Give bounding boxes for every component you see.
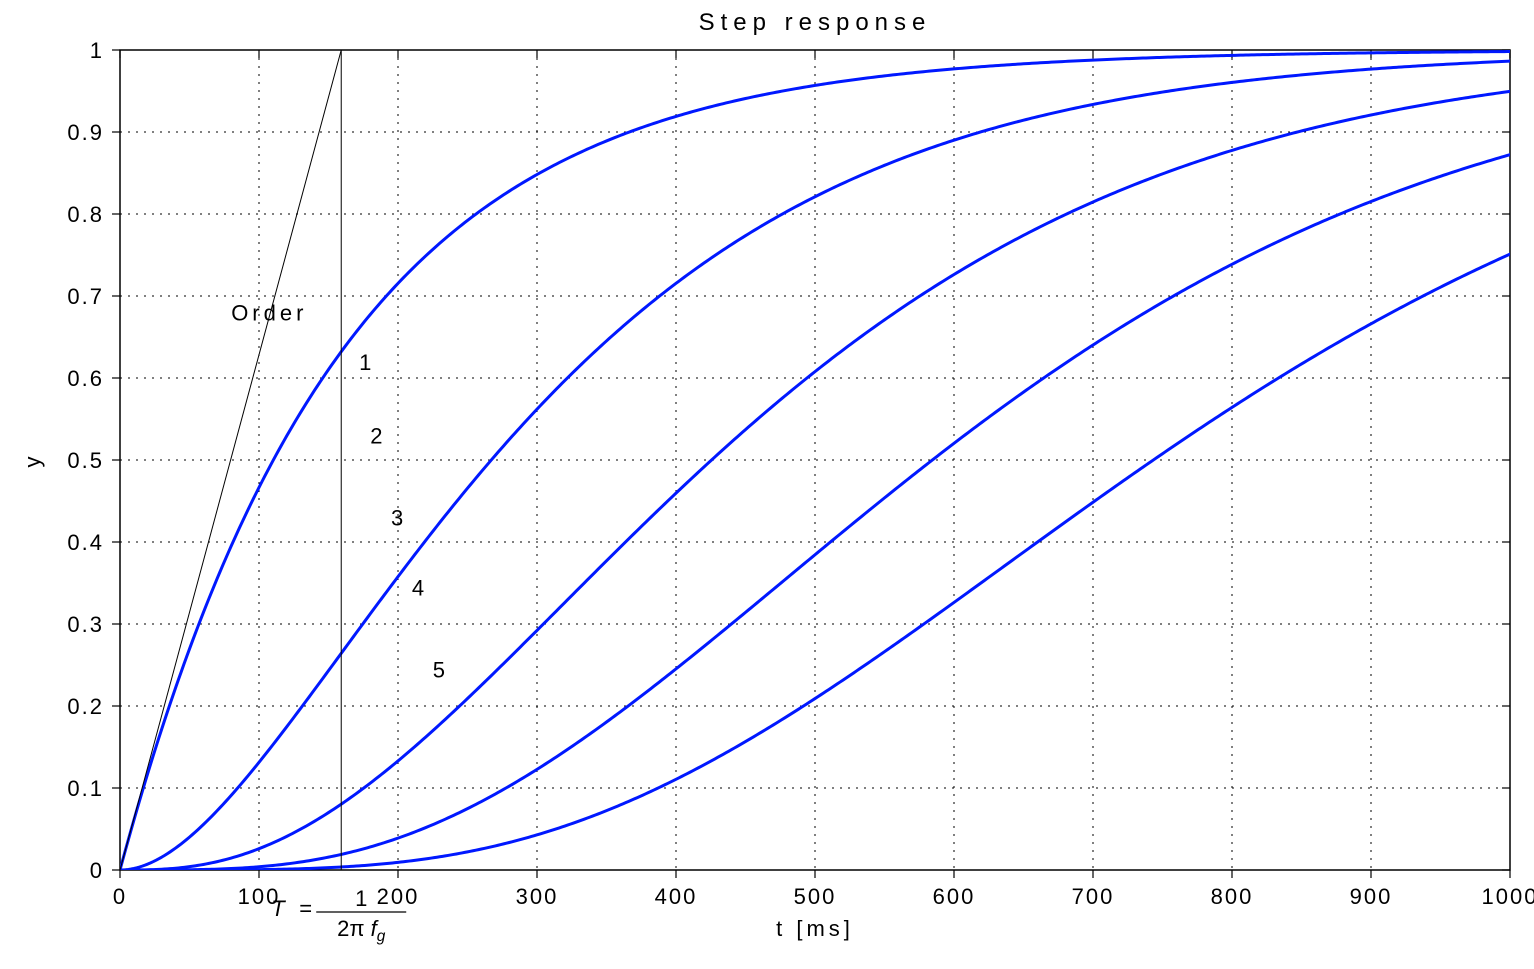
- step-response-chart: Step response010020030040050060070080090…: [0, 0, 1534, 969]
- y-tick-label: 0: [90, 858, 104, 883]
- x-tick-label: 800: [1211, 884, 1254, 909]
- x-axis-label: t [ms]: [776, 916, 854, 941]
- y-tick-label: 0.4: [67, 530, 104, 555]
- x-tick-label: 900: [1350, 884, 1393, 909]
- order-heading: Order: [231, 301, 307, 326]
- y-tick-label: 0.5: [67, 448, 104, 473]
- y-tick-label: 0.7: [67, 284, 104, 309]
- y-tick-label: 0.1: [67, 776, 104, 801]
- y-axis-label: y: [20, 453, 45, 468]
- svg-text:T: T: [271, 896, 286, 921]
- y-tick-label: 0.8: [67, 202, 104, 227]
- order-label-5: 5: [433, 657, 445, 682]
- x-tick-label: 700: [1072, 884, 1115, 909]
- x-tick-label: 500: [794, 884, 837, 909]
- chart-title: Step response: [699, 9, 932, 36]
- x-tick-label: 0: [113, 884, 127, 909]
- y-tick-label: 0.9: [67, 120, 104, 145]
- y-tick-label: 0.6: [67, 366, 104, 391]
- y-tick-label: 0.2: [67, 694, 104, 719]
- chart-svg: Step response010020030040050060070080090…: [0, 0, 1534, 969]
- x-tick-label: 200: [377, 884, 420, 909]
- x-tick-label: 300: [516, 884, 559, 909]
- x-tick-label: 1000: [1482, 884, 1534, 909]
- order-label-2: 2: [370, 424, 382, 449]
- svg-text:1: 1: [355, 886, 367, 911]
- order-label-1: 1: [359, 350, 371, 375]
- order-label-4: 4: [412, 575, 424, 600]
- y-tick-label: 0.3: [67, 612, 104, 637]
- svg-text:=: =: [299, 896, 312, 921]
- order-label-3: 3: [391, 506, 403, 531]
- chart-bg: [0, 0, 1534, 969]
- x-tick-label: 600: [933, 884, 976, 909]
- y-tick-label: 1: [90, 38, 104, 63]
- x-tick-label: 400: [655, 884, 698, 909]
